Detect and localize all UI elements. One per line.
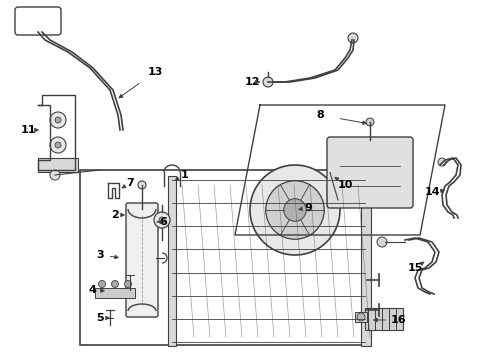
Text: 12: 12 bbox=[244, 77, 259, 87]
Circle shape bbox=[249, 165, 339, 255]
Text: 1: 1 bbox=[181, 170, 188, 180]
Circle shape bbox=[138, 181, 146, 189]
Circle shape bbox=[50, 170, 60, 180]
Circle shape bbox=[283, 199, 305, 221]
Text: 15: 15 bbox=[407, 263, 422, 273]
Text: 8: 8 bbox=[315, 110, 323, 120]
Text: 4: 4 bbox=[88, 285, 96, 295]
FancyBboxPatch shape bbox=[126, 203, 158, 317]
Text: 7: 7 bbox=[126, 178, 134, 188]
Text: 13: 13 bbox=[147, 67, 163, 77]
Circle shape bbox=[265, 181, 324, 239]
Circle shape bbox=[124, 280, 131, 288]
Text: 11: 11 bbox=[20, 125, 36, 135]
Circle shape bbox=[55, 117, 61, 123]
Bar bbox=[38, 158, 78, 172]
Bar bbox=[168, 176, 176, 346]
Circle shape bbox=[159, 217, 164, 223]
Circle shape bbox=[50, 112, 66, 128]
Circle shape bbox=[437, 158, 445, 166]
Text: 2: 2 bbox=[111, 210, 119, 220]
Bar bbox=[360, 176, 370, 346]
Text: 9: 9 bbox=[304, 203, 311, 213]
Text: 5: 5 bbox=[96, 313, 103, 323]
Circle shape bbox=[376, 237, 386, 247]
Bar bbox=[354, 312, 366, 322]
Text: 14: 14 bbox=[423, 187, 439, 197]
Circle shape bbox=[356, 313, 364, 321]
Text: 10: 10 bbox=[337, 180, 352, 190]
Bar bbox=[95, 288, 135, 298]
Circle shape bbox=[98, 280, 105, 288]
Circle shape bbox=[347, 33, 357, 43]
Circle shape bbox=[263, 77, 272, 87]
Text: 3: 3 bbox=[96, 250, 103, 260]
Circle shape bbox=[365, 118, 373, 126]
Text: 16: 16 bbox=[389, 315, 405, 325]
Bar bbox=[80, 170, 369, 345]
FancyBboxPatch shape bbox=[326, 137, 412, 208]
Bar bbox=[364, 308, 402, 330]
Circle shape bbox=[55, 142, 61, 148]
Text: 6: 6 bbox=[159, 217, 166, 227]
Circle shape bbox=[111, 280, 118, 288]
Circle shape bbox=[50, 137, 66, 153]
Circle shape bbox=[154, 212, 170, 228]
